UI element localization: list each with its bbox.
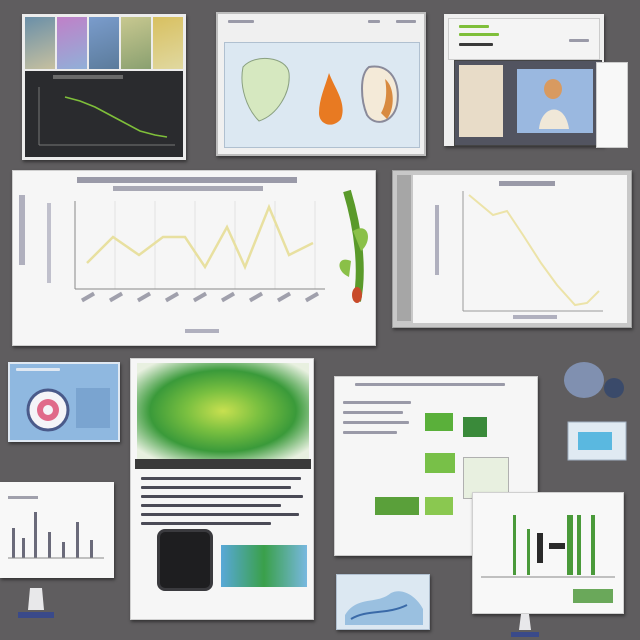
thumbnail <box>25 17 55 69</box>
green-trend-line <box>64 96 168 138</box>
green-bar <box>459 25 489 28</box>
monitor-stand-icon <box>14 584 58 620</box>
y-label-scribble <box>435 205 439 275</box>
map-graphic <box>345 591 423 625</box>
portrait-card <box>517 69 593 133</box>
map-card <box>336 574 430 630</box>
black-device-icon <box>157 529 213 591</box>
plant-figure <box>339 189 368 303</box>
middle-document <box>454 60 602 146</box>
chart-paper <box>413 175 627 323</box>
chart-heading-scribble <box>53 75 123 79</box>
robot-icon <box>560 350 636 474</box>
x-tick-scribbles <box>80 291 320 303</box>
thumbnail <box>57 17 87 69</box>
organ-shape-cream <box>361 65 399 123</box>
header-scribble <box>396 20 416 23</box>
target-screen <box>8 362 120 442</box>
organ-shape-orange <box>319 73 343 125</box>
header-scribble <box>16 368 60 371</box>
thumbnail <box>89 17 119 69</box>
text-page <box>459 65 503 137</box>
small-bar-board <box>0 482 114 578</box>
green-tile <box>425 453 455 473</box>
y-label-scribble <box>19 195 25 265</box>
yellow-series-line <box>86 203 314 271</box>
thumbnail <box>153 17 183 69</box>
green-bar <box>459 33 499 36</box>
falling-series-line <box>468 194 600 307</box>
ring-graphic <box>26 388 110 432</box>
dark-bar <box>459 43 493 46</box>
illustration-area <box>224 42 420 148</box>
scribble <box>569 39 589 42</box>
grid <box>74 201 316 289</box>
thumbnail-strip <box>25 17 183 69</box>
header-scribble <box>355 383 505 386</box>
thumbnail <box>121 17 151 69</box>
green-cell-poster <box>130 358 314 620</box>
portrait-figure <box>539 79 569 129</box>
falling-line-chart <box>392 170 632 328</box>
green-bar-svg <box>481 515 615 603</box>
green-tile <box>463 417 487 437</box>
green-tile <box>425 413 453 431</box>
title-scribble <box>499 181 555 186</box>
title-scribble <box>77 177 297 183</box>
document-stack <box>444 14 628 148</box>
y-tick-scribble <box>47 203 51 283</box>
dark-chart-area <box>25 71 183 157</box>
green-tile <box>375 497 419 515</box>
organ-shape-green <box>241 57 290 122</box>
side-note <box>596 62 628 148</box>
organ-illustrations <box>241 57 399 125</box>
x-label-scribble <box>513 315 557 319</box>
monitor-stand-icon <box>508 612 542 638</box>
microscopy-image <box>137 363 309 459</box>
photo-strip <box>221 545 307 587</box>
falling-chart-svg <box>435 181 603 319</box>
wide-chart-svg <box>19 177 368 333</box>
header-scribble <box>228 20 254 23</box>
small-bar-svg <box>8 496 104 559</box>
x-label-scribble <box>185 329 219 333</box>
dark-line-chart-board <box>22 14 186 160</box>
dark-chart-svg <box>38 75 175 146</box>
header-scribble <box>368 20 380 23</box>
caption-bar <box>135 459 311 469</box>
left-sidebar <box>397 175 411 321</box>
organ-shape-tan <box>381 79 393 119</box>
robot-figure <box>564 362 627 461</box>
anatomy-sheet <box>216 12 426 156</box>
subtitle-scribble <box>113 186 263 191</box>
green-bar-board <box>472 492 624 614</box>
text-block <box>141 477 305 617</box>
wide-line-chart <box>12 170 376 346</box>
top-document <box>448 18 600 60</box>
text-column <box>343 401 413 549</box>
green-tile <box>425 497 453 515</box>
